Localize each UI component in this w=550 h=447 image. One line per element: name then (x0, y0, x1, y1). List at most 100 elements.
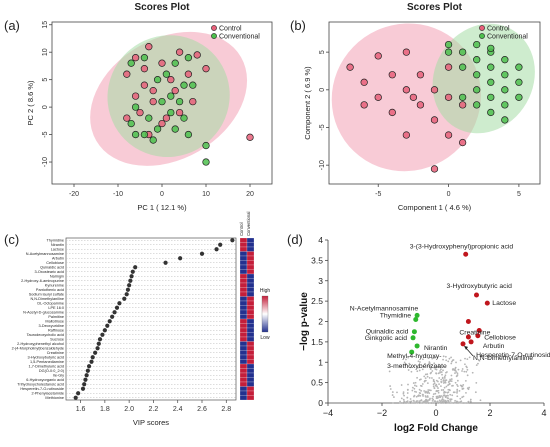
nonsignificant-point (410, 400, 413, 403)
nonsignificant-point (420, 399, 423, 401)
x-tick-label: -5 (375, 191, 381, 198)
vip-point (107, 319, 112, 324)
nonsignificant-point (445, 359, 448, 362)
nonsignificant-point (449, 398, 451, 401)
nonsignificant-point (440, 395, 443, 397)
vip-point (76, 391, 81, 396)
heat-cell (246, 336, 255, 342)
score-point-conventional (487, 44, 495, 53)
nonsignificant-point (402, 391, 405, 394)
nonsignificant-point (420, 402, 422, 404)
metabolite-label: Methyl-4-hydroxy- (387, 353, 441, 360)
score-point-control (416, 71, 425, 79)
nonsignificant-point (443, 381, 446, 384)
nonsignificant-point (416, 400, 419, 402)
score-point-conventional (458, 93, 467, 101)
heat-cell (246, 341, 255, 347)
vip-point (93, 350, 98, 355)
nonsignificant-point (444, 380, 447, 382)
score-point-conventional (180, 114, 188, 122)
x-tick-label: 5 (517, 191, 521, 198)
nonsignificant-point (400, 365, 403, 367)
x-tick-label: 1.6 (76, 406, 86, 413)
feature-label: 1,7-Dimethyluric acid (29, 365, 64, 369)
heat-cell (246, 251, 255, 257)
nonsignificant-point (406, 392, 409, 394)
nonsignificant-point (449, 389, 451, 392)
feature-label: Taurodeoxycholic acid (27, 333, 64, 337)
nonsignificant-point (432, 383, 435, 386)
score-point-control (175, 108, 184, 117)
downregulated-point (410, 335, 416, 341)
score-point-control (430, 86, 439, 94)
score-point-conventional (171, 125, 179, 133)
nonsignificant-point (408, 362, 411, 365)
nonsignificant-point (392, 396, 395, 398)
nonsignificant-point (403, 394, 405, 397)
score-point-conventional (184, 54, 193, 62)
score-point-conventional (444, 40, 453, 49)
nonsignificant-point (439, 401, 441, 403)
nonsignificant-point (427, 389, 430, 391)
heat-cell (239, 386, 248, 392)
nonsignificant-point (478, 359, 481, 362)
score-point-conventional (487, 78, 495, 86)
feature-label: 3-Oxostearic acid (34, 270, 64, 274)
feature-label: Kynurenine (45, 284, 64, 288)
confidence-ellipse-conventional (432, 23, 535, 134)
score-point-control (360, 78, 368, 86)
nonsignificant-point (444, 355, 447, 358)
score-point-conventional (127, 59, 135, 67)
nonsignificant-point (443, 392, 445, 394)
nonsignificant-point (466, 358, 469, 361)
y-tick-label: 0 (318, 398, 323, 408)
nonsignificant-point (448, 402, 451, 404)
feature-label: DG(O-0:0_2:0) (39, 369, 65, 373)
nonsignificant-point (441, 398, 444, 400)
y-tick-label: 3 (318, 276, 323, 286)
nonsignificant-point (429, 372, 432, 375)
feature-label: LPE 16:0 (48, 306, 64, 310)
nonsignificant-point (436, 385, 438, 388)
score-point-conventional (131, 103, 140, 111)
nonsignificant-point (459, 401, 461, 404)
nonsignificant-point (438, 383, 440, 386)
heat-cell (239, 291, 248, 297)
nonsignificant-point (466, 387, 469, 390)
y-tick-label: -10 (42, 157, 49, 167)
nonsignificant-point (450, 374, 453, 377)
nonsignificant-point (433, 362, 436, 365)
score-point-control (444, 131, 453, 139)
score-point-control (175, 48, 184, 56)
nonsignificant-point (431, 370, 434, 372)
heat-cell (239, 377, 248, 383)
vip-point (122, 296, 127, 301)
feature-label: 2-Phenylacetamide (31, 392, 64, 396)
score-point-control (189, 97, 197, 106)
nonsignificant-point (426, 395, 429, 397)
nonsignificant-point (433, 366, 435, 369)
heat-cell (239, 318, 248, 324)
metabolite-label: N-Acetylmannosamine (350, 305, 419, 312)
feature-label: Cellobiose (46, 261, 64, 265)
upregulated-point (484, 300, 490, 306)
nonsignificant-point (451, 384, 453, 387)
nonsignificant-point (432, 357, 435, 359)
heatmap-column-label: Conventional (246, 211, 251, 236)
nonsignificant-point (452, 359, 455, 361)
score-point-control (158, 119, 166, 128)
ellipse-layer (331, 23, 535, 172)
heat-cell (239, 269, 248, 275)
nonsignificant-point (424, 379, 426, 382)
y-tick-label: 2.5 (311, 296, 323, 306)
feature-label: Sucrose (50, 338, 64, 342)
nonsignificant-point (440, 368, 442, 371)
vip-point (125, 287, 131, 292)
nonsignificant-point (461, 402, 464, 404)
nonsignificant-point (467, 400, 470, 403)
vip-point (102, 328, 107, 333)
nonsignificant-point (413, 395, 415, 398)
feature-label: N,N-Dimethylaniline (30, 297, 64, 301)
nonsignificant-point (447, 394, 449, 397)
vip-plot: ThymidineNirantinLactoseN-Acetylmannosam… (12, 211, 271, 427)
